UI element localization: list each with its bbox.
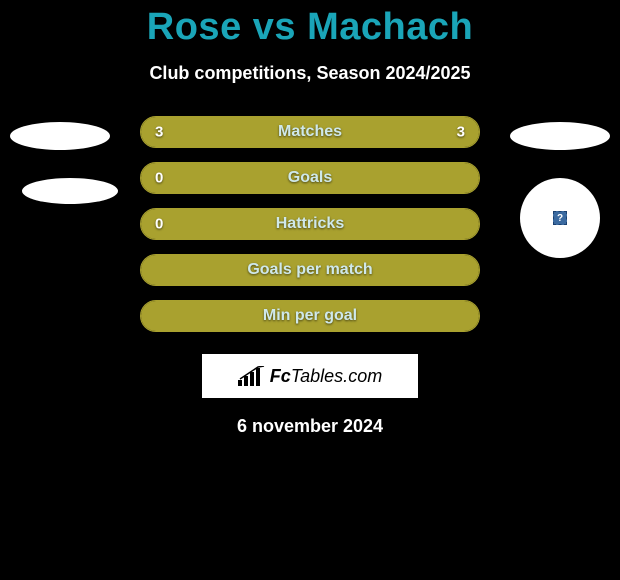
page-title: Rose vs Machach (0, 0, 620, 49)
stat-right-value: 3 (457, 124, 465, 141)
stat-row: Goals per match (140, 254, 480, 286)
stat-label: Goals per match (247, 261, 372, 279)
date-text: 6 november 2024 (0, 416, 620, 437)
stat-row: 0 Goals (140, 162, 480, 194)
logo-text-bold: Fc (270, 366, 291, 386)
stat-left-value: 0 (155, 216, 163, 233)
avatar-left-top (10, 122, 110, 150)
stat-label: Hattricks (276, 215, 344, 233)
stat-row: 3 3 Matches (140, 116, 480, 148)
stats-container: 3 3 Matches 0 Goals 0 Hattricks Goals per match… (140, 116, 480, 332)
stat-left-value: 0 (155, 170, 163, 187)
logo-bars-icon (238, 366, 266, 386)
stat-left-value: 3 (155, 124, 163, 141)
stat-row: Min per goal (140, 300, 480, 332)
avatar-right-top (510, 122, 610, 150)
stat-label: Min per goal (263, 307, 357, 325)
placeholder-icon: ? (553, 211, 567, 225)
logo-text: FcTables.com (270, 366, 382, 387)
stat-label: Matches (278, 123, 342, 141)
stat-label: Goals (288, 169, 332, 187)
stat-row: 0 Hattricks (140, 208, 480, 240)
subtitle: Club competitions, Season 2024/2025 (0, 63, 620, 84)
avatar-left-bottom (22, 178, 118, 204)
logo-box: FcTables.com (202, 354, 418, 398)
avatar-right-bottom: ? (520, 178, 600, 258)
logo-text-rest: Tables.com (291, 366, 382, 386)
